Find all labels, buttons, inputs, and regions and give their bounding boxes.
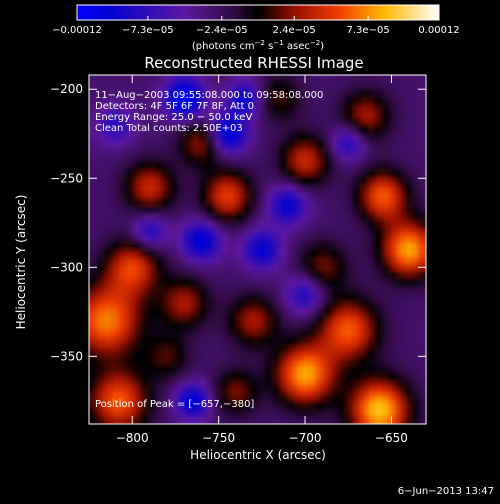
plot-timestamp: 6−Jun−2013 13:47 xyxy=(398,486,494,497)
colorbar-tick-label: 0.00012 xyxy=(418,25,459,36)
colorbar: −0.00012 −7.3e−05 −2.4e−05 2.4e−05 7.3e−05 0.… xyxy=(52,4,460,52)
peak-position-label: Position of Peak = [−657,−380] xyxy=(95,399,254,410)
x-tick-label: −700 xyxy=(289,431,322,445)
colorbar-tick-label: 2.4e−05 xyxy=(273,25,316,36)
y-tick-label: −250 xyxy=(50,171,83,185)
observation-annotations: 11−Aug−2003 09:55:08.000 to 09:58:08.000… xyxy=(95,90,323,134)
y-tick-label: −200 xyxy=(50,82,83,96)
annotation-detectors: Detectors: 4F 5F 6F 7F 8F, Att 0 xyxy=(95,101,254,112)
colorbar-unit-label: (photons cm−2 s−1 asec−2) xyxy=(192,39,324,52)
heatmap-image xyxy=(89,75,426,424)
colorbar-tick-label: −2.4e−05 xyxy=(196,25,248,36)
colorbar-tick-label: 7.3e−05 xyxy=(347,25,390,36)
colorbar-gradient xyxy=(77,5,439,20)
annotation-time-range: 11−Aug−2003 09:55:08.000 to 09:58:08.000 xyxy=(95,90,323,101)
x-axis-label: Heliocentric X (arcsec) xyxy=(190,448,326,462)
x-tick-label: −650 xyxy=(375,431,408,445)
y-tick-label: −350 xyxy=(50,349,83,363)
colorbar-frame xyxy=(76,4,440,21)
y-axis-ticks: −200 −250 −300 −350 xyxy=(50,82,426,363)
plot-frame xyxy=(88,74,427,425)
y-tick-label: −300 xyxy=(50,260,83,274)
plot-area: −800 −750 −700 −650 −200 −250 −300 −350 xyxy=(50,74,427,445)
annotation-energy-range: Energy Range: 25.0 − 50.0 keV xyxy=(95,112,252,123)
x-tick-label: −800 xyxy=(116,431,149,445)
colorbar-tick-label: −0.00012 xyxy=(52,25,102,36)
x-tick-label: −750 xyxy=(202,431,235,445)
colorbar-tick-label: −7.3e−05 xyxy=(122,25,174,36)
x-axis-ticks: −800 −750 −700 −650 xyxy=(116,75,408,445)
annotation-clean-counts: Clean Total counts: 2.50E+03 xyxy=(95,123,243,134)
colorbar-ticks: −0.00012 −7.3e−05 −2.4e−05 2.4e−05 7.3e−05 0.… xyxy=(52,16,460,36)
chart-title: Reconstructed RHESSI Image xyxy=(144,54,363,72)
y-axis-label: Heliocentric Y (arcsec) xyxy=(14,195,28,330)
